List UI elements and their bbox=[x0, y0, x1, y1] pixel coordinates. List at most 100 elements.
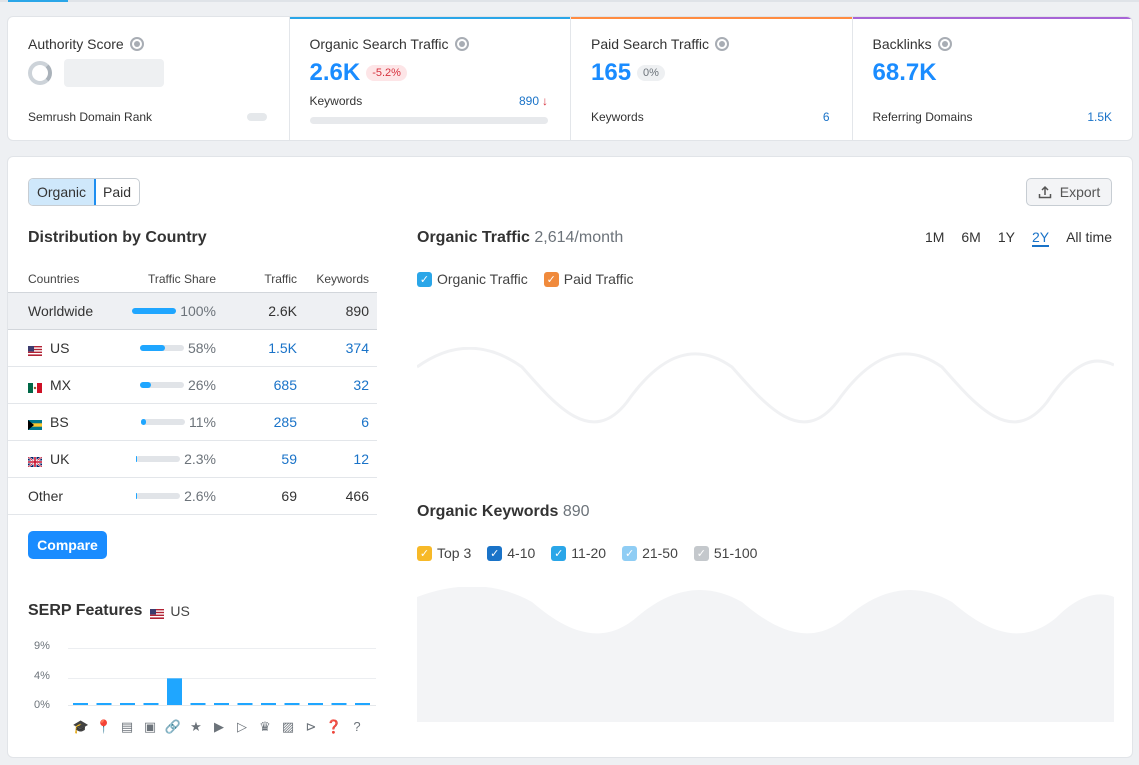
checkbox-checked-icon[interactable]: ✓ bbox=[551, 545, 567, 561]
organic-keywords-title: Organic Keywords bbox=[417, 503, 559, 520]
table-row[interactable]: UK 2.3% 59 12 bbox=[8, 441, 377, 478]
legend-item[interactable]: ✓ Top 3 bbox=[417, 545, 471, 561]
export-button[interactable]: Export bbox=[1026, 178, 1112, 206]
organic-keywords-value[interactable]: 890 bbox=[518, 94, 539, 108]
paid-traffic-card[interactable]: Paid Search Traffic 165 0% Keywords 6 bbox=[571, 17, 853, 140]
keywords-value[interactable]: 12 bbox=[353, 451, 369, 467]
serp-bar-question-box[interactable] bbox=[331, 703, 347, 705]
serp-bar-question[interactable] bbox=[355, 703, 370, 705]
link-icon[interactable]: 🔗 bbox=[164, 719, 182, 734]
organic-traffic-title-row: Organic Traffic 2,614/month bbox=[417, 229, 623, 247]
serp-bar-star[interactable] bbox=[190, 703, 206, 705]
graduation-cap-icon[interactable]: 🎓 bbox=[72, 719, 90, 734]
period-1y[interactable]: 1Y bbox=[997, 229, 1015, 245]
play-circle-icon[interactable]: ⊳ bbox=[305, 719, 317, 734]
traffic-value[interactable]: 285 bbox=[273, 414, 297, 430]
traffic-value[interactable]: 1.5K bbox=[268, 340, 297, 356]
period-1m[interactable]: 1M bbox=[924, 229, 945, 245]
traffic-share-bar bbox=[139, 382, 184, 388]
serp-bar-map-pin[interactable] bbox=[96, 703, 112, 705]
legend-item[interactable]: ✓ 51-100 bbox=[693, 545, 757, 561]
question-box-icon[interactable]: ❓ bbox=[325, 719, 343, 734]
period-6m[interactable]: 6M bbox=[961, 229, 981, 245]
authority-score-card[interactable]: Authority Score Semrush Domain Rank bbox=[8, 17, 290, 140]
question-icon[interactable]: ? bbox=[353, 719, 361, 734]
legend-item[interactable]: ✓ 11-20 bbox=[551, 545, 606, 561]
backlinks-value[interactable]: 68.7K bbox=[872, 59, 937, 86]
info-globe-icon[interactable] bbox=[129, 37, 144, 51]
info-globe-icon[interactable] bbox=[715, 37, 730, 51]
traffic-share-bar bbox=[139, 345, 184, 351]
play-icon[interactable]: ▶ bbox=[214, 719, 224, 734]
checkbox-checked-icon[interactable]: ✓ bbox=[417, 545, 432, 561]
col-keywords[interactable]: Keywords bbox=[316, 271, 369, 286]
organic-traffic-monthly: 2,614/month bbox=[534, 229, 624, 246]
legend-label: Paid Traffic bbox=[563, 271, 634, 287]
news-icon[interactable]: ▤ bbox=[120, 719, 134, 734]
keywords-value[interactable]: 32 bbox=[353, 377, 369, 393]
authority-score-loading-bar bbox=[64, 59, 164, 87]
backlinks-card[interactable]: Backlinks 68.7K Referring Domains 1.5K bbox=[852, 17, 1132, 140]
video-icon[interactable]: ▷ bbox=[237, 719, 247, 734]
col-traffic[interactable]: Traffic bbox=[264, 271, 297, 286]
picture-icon[interactable]: ▨ bbox=[281, 719, 295, 734]
checkbox-checked-icon[interactable]: ✓ bbox=[693, 545, 709, 561]
table-row[interactable]: Other 2.6% 69 466 bbox=[8, 478, 377, 515]
keywords-value[interactable]: 374 bbox=[345, 340, 369, 356]
summary-cards: Authority Score Semrush Domain Rank Orga… bbox=[7, 16, 1133, 141]
referring-domains-value[interactable]: 1.5K bbox=[1087, 110, 1112, 124]
country-name[interactable]: BS bbox=[50, 414, 69, 430]
keywords-value[interactable]: 6 bbox=[361, 414, 369, 430]
country-name[interactable]: MX bbox=[50, 377, 71, 393]
organic-keywords-chart-placeholder bbox=[417, 587, 1114, 722]
organic-traffic-legend: ✓ Organic Traffic ✓ Paid Traffic bbox=[417, 271, 634, 287]
info-globe-icon[interactable] bbox=[454, 37, 469, 51]
legend-item[interactable]: ✓ 4-10 bbox=[487, 545, 535, 561]
traffic-value[interactable]: 685 bbox=[273, 377, 297, 393]
serp-bar-picture[interactable] bbox=[284, 703, 300, 705]
checkbox-checked-icon[interactable]: ✓ bbox=[417, 271, 432, 287]
checkbox-checked-icon[interactable]: ✓ bbox=[622, 545, 638, 561]
organic-keywords-title-row: Organic Keywords 890 bbox=[417, 503, 590, 521]
table-row[interactable]: US 58% 1.5K 374 bbox=[8, 330, 377, 367]
crown-icon[interactable]: ♛ bbox=[259, 719, 271, 734]
legend-item[interactable]: ✓ 21-50 bbox=[622, 545, 678, 561]
compare-button[interactable]: Compare bbox=[28, 531, 107, 559]
top-border bbox=[0, 0, 1139, 2]
map-pin-icon[interactable]: 📍 bbox=[95, 719, 113, 734]
col-traffic-share[interactable]: Traffic Share bbox=[147, 271, 216, 286]
serp-bar-news[interactable] bbox=[120, 703, 135, 705]
legend-item[interactable]: ✓ Organic Traffic bbox=[417, 271, 528, 287]
checkbox-checked-icon[interactable]: ✓ bbox=[543, 271, 559, 287]
serp-country[interactable]: US bbox=[170, 603, 190, 619]
country-name[interactable]: US bbox=[50, 340, 70, 356]
serp-bar-link[interactable] bbox=[167, 678, 182, 705]
organic-traffic-value[interactable]: 2.6K bbox=[309, 59, 361, 86]
period-all-time[interactable]: All time bbox=[1066, 229, 1112, 245]
table-row[interactable]: BS 11% 285 6 bbox=[8, 404, 377, 441]
country-name[interactable]: UK bbox=[50, 451, 70, 467]
serp-bar-crown[interactable] bbox=[261, 703, 276, 705]
table-row[interactable]: Worldwide 100% 2.6K 890 bbox=[8, 293, 377, 330]
serp-bar-play[interactable] bbox=[214, 703, 229, 705]
table-row[interactable]: MX 26% 685 32 bbox=[8, 367, 377, 404]
legend-item[interactable]: ✓ Paid Traffic bbox=[543, 271, 634, 287]
traffic-value[interactable]: 59 bbox=[281, 451, 297, 467]
star-icon[interactable]: ★ bbox=[190, 719, 202, 734]
image-icon[interactable]: ▣ bbox=[143, 719, 157, 734]
organic-traffic-card[interactable]: Organic Search Traffic 2.6K -5.2% Keyword… bbox=[289, 17, 571, 140]
paid-keywords-value[interactable]: 6 bbox=[822, 110, 830, 124]
traffic-share-bar bbox=[132, 308, 177, 314]
serp-bar-graduation-cap[interactable] bbox=[73, 703, 88, 705]
toggle-organic[interactable]: Organic bbox=[29, 179, 97, 205]
checkbox-checked-icon[interactable]: ✓ bbox=[487, 545, 503, 561]
serp-bar-play-circle[interactable] bbox=[308, 703, 323, 705]
col-countries[interactable]: Countries bbox=[28, 271, 80, 286]
serp-bar-image[interactable] bbox=[143, 703, 159, 705]
serp-bar-video[interactable] bbox=[237, 703, 253, 705]
toggle-paid[interactable]: Paid bbox=[103, 184, 132, 200]
info-globe-icon[interactable] bbox=[937, 37, 952, 51]
period-selector: 1M 6M 1Y 2Y All time bbox=[925, 229, 1112, 247]
period-2y[interactable]: 2Y bbox=[1031, 229, 1050, 247]
paid-traffic-value[interactable]: 165 bbox=[591, 59, 632, 86]
